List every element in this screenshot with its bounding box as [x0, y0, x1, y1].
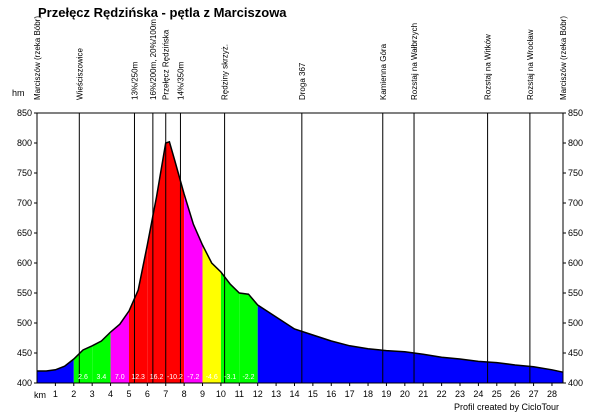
x-tick-9: 9 — [200, 389, 205, 399]
y-tick-left-500: 500 — [17, 318, 32, 328]
chart-title: Przełęcz Rędzińska - pętla z Marciszowa — [38, 5, 287, 20]
landmark-label-8: Kamienna Góra — [379, 43, 388, 100]
gradient-segment-10 — [239, 293, 258, 383]
x-tick-10: 10 — [216, 389, 226, 399]
credit-text: Profil created by CicloTour — [454, 402, 559, 412]
x-tick-12: 12 — [253, 389, 263, 399]
y-tick-left-850: 850 — [17, 108, 32, 118]
gradient-segment-5 — [147, 143, 166, 383]
landmark-label-6: Rędziny skrzyż. — [221, 44, 230, 100]
gradient-segment-9 — [220, 272, 240, 383]
x-tick-22: 22 — [437, 389, 447, 399]
y-tick-right-850: 850 — [568, 108, 583, 118]
gradient-label-1: 2.6 — [78, 374, 88, 381]
y-tick-left-800: 800 — [17, 138, 32, 148]
x-tick-13: 13 — [271, 389, 281, 399]
landmark-label-11: Rozstaj na Wrocław — [526, 29, 535, 100]
x-tick-20: 20 — [400, 389, 410, 399]
gradient-segment-6 — [165, 141, 185, 383]
x-tick-18: 18 — [363, 389, 373, 399]
y-tick-right-750: 750 — [568, 168, 583, 178]
x-tick-8: 8 — [182, 389, 187, 399]
landmark-label-4: Przełęcz Rędzińska — [162, 29, 171, 100]
gradient-segment-0 — [37, 359, 74, 383]
gradient-segment-2 — [92, 332, 111, 383]
gradient-segment-4 — [129, 245, 148, 383]
landmark-label-5: 14%/350m — [176, 61, 185, 100]
y-tick-left-600: 600 — [17, 258, 32, 268]
gradient-label-7: -7.2 — [187, 374, 199, 381]
y-tick-left-400: 400 — [17, 378, 32, 388]
gradient-label-6: -10.2 — [167, 374, 183, 381]
y-tick-right-550: 550 — [568, 288, 583, 298]
landmark-label-1: Wieściszowice — [75, 47, 84, 100]
y-tick-right-650: 650 — [568, 228, 583, 238]
x-tick-6: 6 — [145, 389, 150, 399]
gradient-label-4: 12.3 — [131, 374, 145, 381]
landmark-label-2: 13%/250m — [130, 61, 139, 100]
x-tick-14: 14 — [289, 389, 299, 399]
landmark-label-12: Marciszów (rzeka Bóbr) — [559, 16, 568, 100]
y-tick-right-450: 450 — [568, 348, 583, 358]
gradient-segment-7 — [184, 194, 203, 383]
x-tick-5: 5 — [126, 389, 131, 399]
gradient-label-5: 16.2 — [150, 374, 164, 381]
landmark-label-7: Droga 367 — [298, 62, 307, 100]
y-tick-left-450: 450 — [17, 348, 32, 358]
landmark-label-0: Marciszów (rzeka Bóbr) — [33, 16, 42, 100]
x-tick-26: 26 — [510, 389, 520, 399]
x-tick-25: 25 — [492, 389, 502, 399]
gradient-label-10: -2.2 — [242, 374, 254, 381]
y-tick-right-700: 700 — [568, 198, 583, 208]
gradient-segment-3 — [110, 311, 129, 383]
y-tick-left-550: 550 — [17, 288, 32, 298]
plot-area: Marciszów (rzeka Bóbr) Wieściszowice 13%/2… — [17, 16, 583, 399]
x-tick-24: 24 — [473, 389, 483, 399]
x-axis-label: km — [34, 390, 46, 400]
x-tick-27: 27 — [529, 389, 539, 399]
x-tick-4: 4 — [108, 389, 113, 399]
gradient-segment-8 — [202, 245, 221, 383]
gradient-label-3: 7.0 — [115, 374, 125, 381]
x-tick-2: 2 — [71, 389, 76, 399]
y-tick-right-800: 800 — [568, 138, 583, 148]
x-tick-16: 16 — [326, 389, 336, 399]
x-tick-1: 1 — [53, 389, 58, 399]
x-tick-19: 19 — [381, 389, 391, 399]
gradient-label-9: -3.1 — [224, 374, 236, 381]
y-axis-label: hm — [12, 88, 25, 98]
landmark-label-9: Rozstaj na Wałbrzych — [410, 23, 419, 100]
x-tick-17: 17 — [345, 389, 355, 399]
x-tick-23: 23 — [455, 389, 465, 399]
gradient-label-8: -4.6 — [206, 374, 218, 381]
y-tick-left-750: 750 — [17, 168, 32, 178]
gradient-label-2: 3.4 — [97, 374, 107, 381]
y-tick-right-500: 500 — [568, 318, 583, 328]
y-tick-left-700: 700 — [17, 198, 32, 208]
x-tick-15: 15 — [308, 389, 318, 399]
y-tick-left-650: 650 — [17, 228, 32, 238]
x-tick-21: 21 — [418, 389, 428, 399]
landmark-label-10: Rozstaj na Witków — [484, 34, 493, 100]
x-tick-28: 28 — [547, 389, 557, 399]
y-tick-right-400: 400 — [568, 378, 583, 388]
x-tick-11: 11 — [235, 389, 244, 399]
x-tick-3: 3 — [90, 389, 95, 399]
profile-line — [37, 140, 564, 373]
x-tick-7: 7 — [163, 389, 168, 399]
y-tick-right-600: 600 — [568, 258, 583, 268]
landmark-label-3: 16%/200m, 20%/100m — [149, 19, 158, 100]
plot-frame — [36, 112, 564, 384]
gradient-segment-11 — [257, 305, 563, 383]
